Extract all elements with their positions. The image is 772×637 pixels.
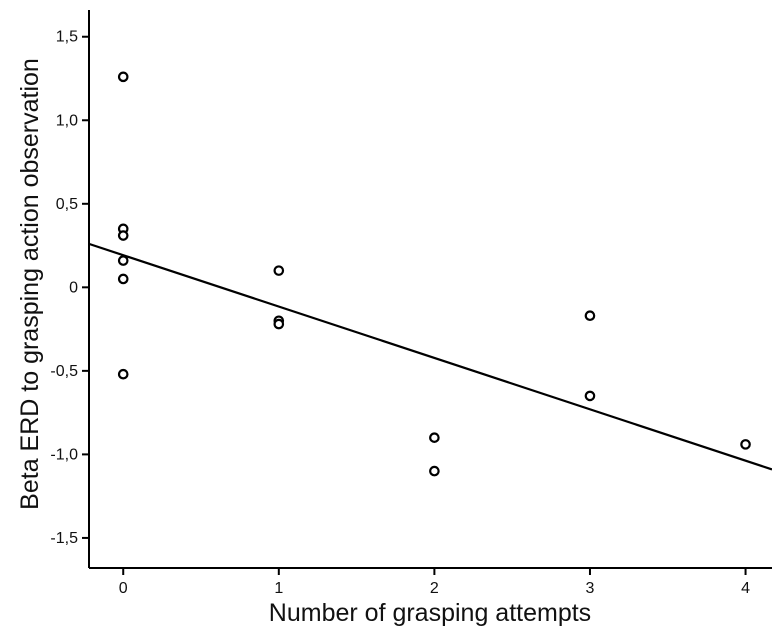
data-point <box>273 265 285 276</box>
y-tick-label: 1,0 <box>56 112 78 129</box>
data-point <box>429 465 440 477</box>
data-point <box>117 255 129 266</box>
x-tick-label: 1 <box>274 580 283 597</box>
data-point <box>117 230 129 241</box>
x-tick-label: 4 <box>741 580 750 597</box>
x-tick-label: 3 <box>586 580 595 597</box>
y-tick-label: 0,5 <box>56 196 78 213</box>
ticks: 1,5 1,0 0,5 0 -0,5 -1,0 -1,5 0 1 2 3 4 <box>50 29 750 597</box>
fit-line-group <box>88 242 772 471</box>
data-point <box>273 318 285 330</box>
y-tick-label: -1,5 <box>50 530 78 547</box>
data-point <box>584 310 596 322</box>
axes <box>88 10 772 569</box>
y-tick-label: 1,5 <box>56 29 78 46</box>
data-point <box>584 390 596 402</box>
data-point <box>117 273 129 285</box>
data-point <box>117 368 129 380</box>
x-axis-title: Number of grasping attempts <box>269 599 591 627</box>
data-points <box>117 71 751 477</box>
x-tick-label: 0 <box>119 580 128 597</box>
fit-line <box>88 242 772 471</box>
x-tick-label: 2 <box>430 580 439 597</box>
y-tick-label: 0 <box>69 279 78 296</box>
y-axis-title: Beta ERD to grasping action observation <box>16 58 44 510</box>
data-point <box>117 71 129 83</box>
y-tick-label: -1,0 <box>50 446 78 463</box>
data-point <box>740 439 751 450</box>
y-tick-label: -0,5 <box>50 363 78 380</box>
data-point <box>429 432 440 443</box>
